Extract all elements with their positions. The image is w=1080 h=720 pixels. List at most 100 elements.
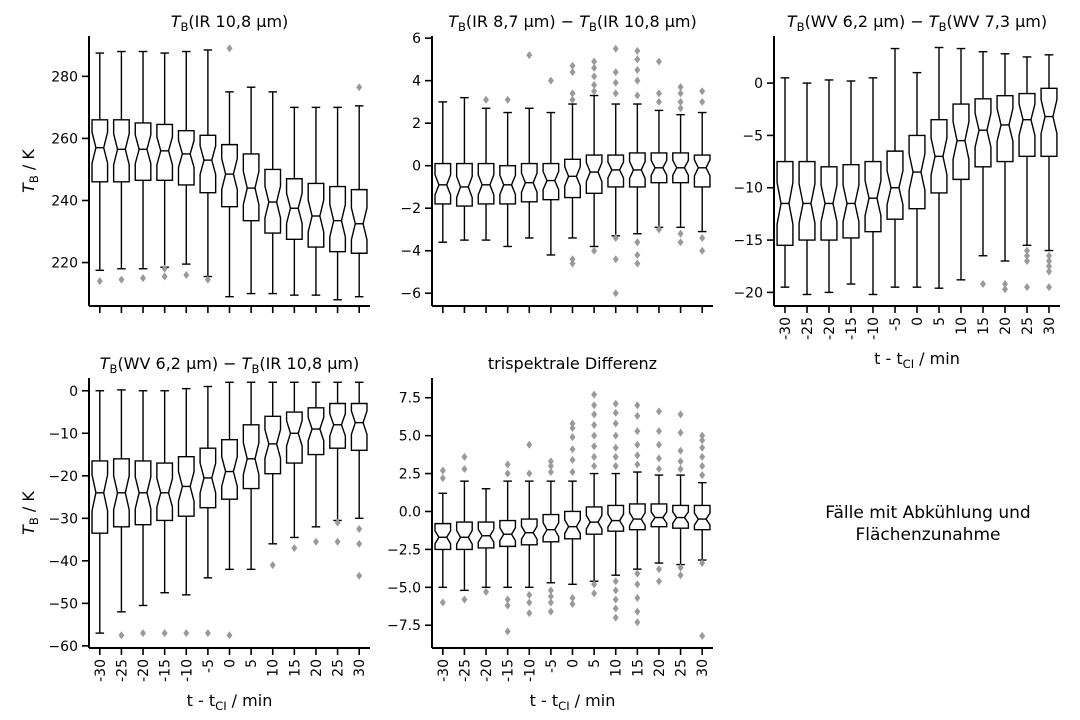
box-body — [329, 402, 347, 449]
flier-point — [569, 433, 576, 442]
flier-point — [591, 452, 598, 461]
y-tick-label: 4 — [412, 74, 421, 90]
flier-point — [699, 461, 706, 470]
flier-point — [1024, 257, 1030, 265]
y-tick-label: 0 — [754, 76, 763, 92]
flier-point — [569, 61, 576, 70]
y-tick-label: 280 — [51, 69, 78, 85]
y-tick-label: −30 — [48, 511, 78, 527]
flier-point — [677, 89, 684, 98]
flier-point — [591, 63, 598, 72]
box-15 — [285, 106, 303, 296]
box-body — [1040, 87, 1058, 158]
box-body — [628, 503, 646, 531]
flier-point — [677, 229, 684, 238]
box--25 — [112, 50, 130, 284]
flier-point — [591, 431, 598, 440]
flier-point — [634, 618, 641, 627]
box--20 — [477, 95, 495, 241]
y-tick-label: 260 — [51, 131, 78, 147]
flier-point — [547, 607, 554, 616]
flier-point — [634, 401, 641, 410]
box-body — [607, 154, 625, 188]
flier-point — [1046, 283, 1052, 292]
flier-point — [356, 524, 363, 533]
y-tick-label: −10 — [48, 426, 78, 442]
flier-point — [226, 44, 233, 53]
box-body — [455, 521, 473, 551]
flier-point — [634, 91, 641, 100]
box-body — [477, 162, 495, 205]
box-body — [585, 154, 603, 195]
flier-point — [699, 471, 706, 480]
box-body — [499, 519, 517, 548]
x-tick-label: -25 — [114, 659, 130, 682]
box-body — [264, 168, 282, 234]
y-tick-label: 220 — [51, 256, 78, 272]
flier-point — [591, 80, 598, 89]
panel-title: TB(WV 6,2 µm) − TB(IR 10,8 µm) — [100, 354, 359, 376]
box-25 — [1018, 56, 1036, 292]
box-body — [974, 98, 992, 168]
x-tick-label: 0 — [910, 317, 926, 326]
x-tick-label: -15 — [501, 659, 517, 682]
box-body — [477, 521, 495, 549]
box--15 — [499, 460, 517, 636]
y-tick-label: 2 — [412, 116, 421, 132]
box-body — [242, 424, 260, 490]
y-tick-label: −2 — [400, 201, 421, 217]
x-tick-label: -10 — [522, 659, 538, 682]
flier-point — [591, 72, 598, 81]
y-tick-label: −6 — [400, 286, 421, 302]
flier-point — [612, 255, 619, 264]
box-30 — [693, 87, 711, 255]
box-body — [307, 182, 325, 248]
panel-4: −60−50−40−30−20−100-30 -25 -20 -15 -10 -5 0 5 10… — [19, 354, 370, 713]
x-tick-label: 10 — [609, 659, 625, 677]
flier-point — [504, 460, 511, 469]
flier-point — [1002, 280, 1008, 289]
flier-point — [677, 571, 684, 580]
box-body — [564, 510, 581, 540]
y-tick-label: −50 — [48, 596, 78, 612]
flier-point — [569, 95, 576, 104]
x-tick-label: 20 — [998, 317, 1014, 335]
flier-point — [980, 280, 986, 289]
flier-point — [634, 460, 641, 469]
flier-point — [569, 424, 576, 433]
box--25 — [798, 82, 816, 296]
x-tick-label: 15 — [976, 317, 992, 335]
flier-point — [183, 629, 190, 638]
flier-point — [634, 607, 641, 616]
flier-point — [1002, 285, 1008, 294]
flier-point — [547, 461, 554, 470]
flier-point — [226, 631, 233, 640]
x-axis-label: t - tCI / min — [187, 691, 273, 713]
flier-point — [612, 613, 619, 622]
flier-point — [677, 446, 684, 455]
y-tick-label: 6 — [412, 31, 421, 47]
y-tick-label: 0 — [412, 159, 421, 175]
x-tick-label: -20 — [136, 659, 152, 682]
y-tick-label: −20 — [733, 285, 763, 301]
box-0 — [221, 44, 238, 298]
flier-point — [634, 250, 641, 259]
box-20 — [307, 381, 325, 546]
box--10 — [520, 440, 538, 618]
flier-point — [591, 580, 598, 589]
box--15 — [156, 52, 174, 281]
flier-point — [569, 455, 576, 464]
x-tick-label: -15 — [158, 659, 174, 682]
flier-point — [461, 452, 468, 461]
flier-point — [634, 66, 641, 75]
box--5 — [542, 457, 560, 616]
box-body — [434, 522, 452, 551]
box--20 — [134, 50, 152, 283]
box-body — [350, 188, 368, 254]
flier-point — [1046, 251, 1052, 260]
box-body — [134, 122, 152, 182]
y-tick-label: −4 — [400, 244, 421, 260]
y-axis-label: TB / K — [19, 149, 41, 193]
y-tick-label: −10 — [733, 181, 763, 197]
